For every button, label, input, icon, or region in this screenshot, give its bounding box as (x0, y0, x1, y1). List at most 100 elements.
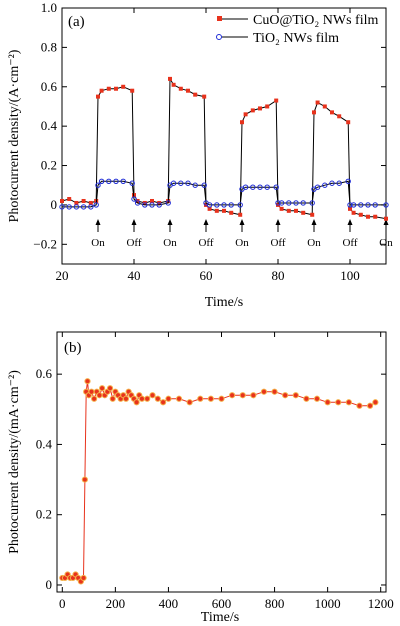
data-point (122, 395, 130, 402)
x-tick-label: 1200 (368, 596, 394, 611)
panel-a-series (59, 76, 389, 221)
y-tick-label: −0.2 (33, 236, 57, 251)
data-point (138, 395, 146, 402)
data-point (243, 112, 248, 117)
panel-b-label: (b) (64, 340, 82, 356)
data-point (134, 200, 141, 206)
data-point (156, 202, 162, 208)
data-point (80, 204, 87, 210)
arrow-head (347, 219, 353, 225)
annotation-label: On (235, 237, 249, 249)
arrow-head (275, 219, 281, 225)
data-point (60, 198, 64, 203)
data-point (80, 574, 87, 582)
data-point (309, 200, 315, 206)
panel-b: (b) Time/s Photocurrent density/(mA·cm⁻²… (7, 331, 394, 625)
data-point (250, 184, 256, 190)
data-point (121, 84, 126, 89)
data-point (214, 202, 220, 208)
data-point (273, 184, 279, 190)
data-point (322, 104, 327, 109)
data-point (250, 392, 257, 399)
data-point (229, 210, 234, 215)
data-point (242, 184, 249, 190)
x-tick-label: 60 (200, 268, 213, 283)
data-point (324, 399, 331, 406)
data-point (99, 385, 106, 392)
annotation-label: On (379, 237, 393, 249)
panel-a: (a) Time/s Photocurrent density/(A·cm⁻²)… (7, 0, 393, 310)
x-tick-label: 600 (212, 596, 232, 611)
data-point (207, 395, 214, 402)
data-point (286, 200, 292, 206)
data-point (218, 395, 225, 402)
data-point (214, 208, 219, 213)
panel-b-y-axis-label: Photocurrent density/(mA·cm⁻²) (7, 370, 22, 554)
panel-b-x-axis-label: Time/s (201, 610, 239, 625)
data-point (257, 184, 263, 190)
data-point (73, 204, 80, 210)
data-point (142, 202, 148, 208)
data-point (314, 184, 321, 190)
data-point (165, 395, 172, 402)
data-point (238, 212, 243, 217)
data-point (192, 182, 198, 188)
data-point (383, 202, 389, 208)
data-point (275, 200, 281, 206)
panel-a-y-axis-label: Photocurrent density/(A·cm⁻²) (7, 49, 22, 222)
legend-marker-cuo (217, 16, 222, 21)
data-point (372, 399, 379, 406)
y-tick-label: 0.2 (36, 507, 52, 522)
data-point (186, 88, 190, 93)
data-point (74, 200, 79, 205)
data-point (113, 178, 119, 184)
legend-label-cuo: CuO@TiO₂ NWs film (253, 13, 378, 28)
annotation-label: Off (342, 237, 357, 249)
y-tick-label: 0.6 (36, 366, 53, 381)
data-point (286, 208, 291, 213)
data-point (229, 392, 236, 399)
data-point (294, 208, 298, 213)
data-point (98, 178, 105, 184)
data-point (282, 392, 289, 399)
data-point (206, 202, 213, 208)
data-point (175, 395, 183, 402)
data-point (372, 202, 378, 208)
data-point (310, 212, 315, 217)
series-line-0 (62, 381, 376, 583)
data-point (260, 388, 268, 395)
data-point (84, 378, 91, 385)
data-point (264, 184, 270, 190)
y-tick-label: 0 (46, 577, 53, 592)
data-point (144, 395, 151, 402)
data-point (106, 178, 112, 184)
x-tick-label: 800 (265, 596, 285, 611)
data-point (99, 88, 104, 93)
data-point (149, 202, 155, 208)
x-tick-label: 1000 (315, 596, 341, 611)
data-point (171, 82, 176, 87)
panel-a-on-off-annotations: On Off On Off On Off On Off On (91, 219, 393, 249)
data-point (222, 208, 226, 213)
data-point (300, 200, 306, 206)
y-tick-label: 0.2 (41, 158, 57, 173)
data-point (293, 200, 299, 206)
data-point (274, 98, 279, 103)
data-point (131, 196, 137, 202)
x-tick-label: 40 (128, 268, 141, 283)
data-point (207, 206, 212, 211)
data-point (168, 76, 172, 81)
data-point (201, 182, 207, 188)
data-point (197, 395, 204, 402)
data-point (88, 204, 94, 210)
data-point (178, 86, 183, 91)
data-point (88, 388, 95, 395)
panel-a-legend: CuO@TiO₂ NWs film TiO₂ NWs film (216, 13, 378, 46)
series-line-1 (62, 180, 386, 208)
y-tick-label: 0.8 (41, 39, 57, 54)
panel-a-label: (a) (68, 14, 85, 30)
data-point (258, 106, 262, 111)
data-point (240, 120, 244, 125)
data-point (250, 108, 255, 113)
data-point (81, 476, 88, 483)
